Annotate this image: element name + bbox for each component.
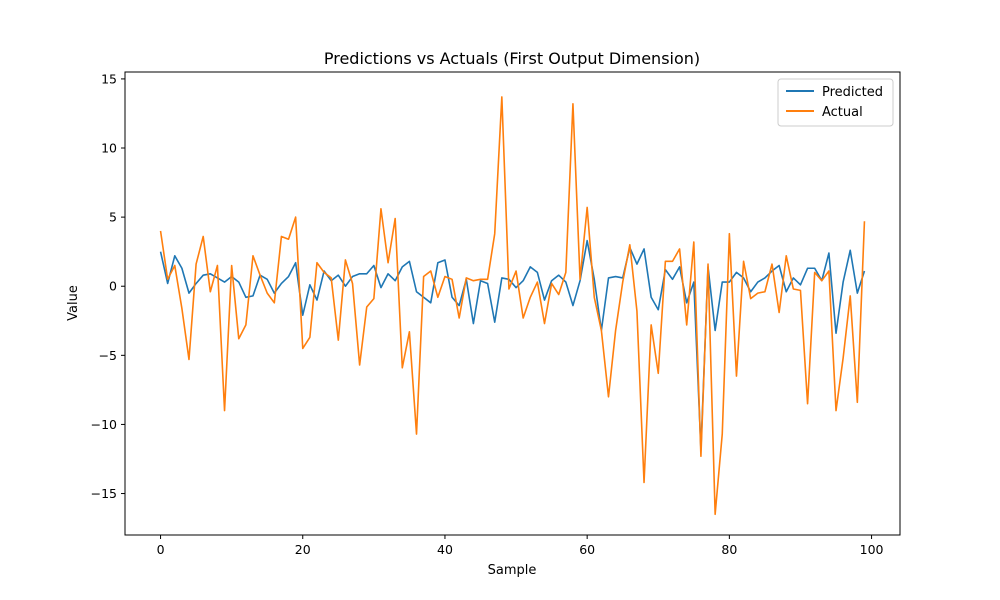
chart-title: Predictions vs Actuals (First Output Dim… (324, 49, 700, 68)
series-line-actual (161, 97, 865, 514)
x-tick-label: 100 (860, 542, 884, 557)
y-tick-label: 0 (109, 279, 117, 294)
y-tick-label: 15 (101, 71, 117, 86)
legend-label-predicted: Predicted (822, 85, 883, 100)
y-axis-label: Value (66, 285, 81, 321)
x-tick-label: 20 (295, 542, 311, 557)
legend-label-actual: Actual (822, 105, 863, 120)
y-axis-ticks: −15 −10 −5 0 5 10 15 (91, 71, 125, 501)
series-layer (161, 97, 865, 514)
series-line-predicted (161, 241, 865, 450)
y-tick-label: −10 (91, 417, 117, 432)
x-tick-label: 40 (437, 542, 453, 557)
x-tick-label: 80 (721, 542, 737, 557)
x-axis-ticks: 0 20 40 60 80 100 (157, 535, 884, 557)
x-axis-label: Sample (488, 563, 537, 578)
x-tick-label: 0 (157, 542, 165, 557)
y-tick-label: −15 (91, 486, 117, 501)
x-tick-label: 60 (579, 542, 595, 557)
y-tick-label: 10 (101, 141, 117, 156)
y-tick-label: 5 (109, 210, 117, 225)
y-tick-label: −5 (99, 348, 117, 363)
plot-frame (125, 72, 900, 535)
legend: Predicted Actual (778, 79, 893, 126)
